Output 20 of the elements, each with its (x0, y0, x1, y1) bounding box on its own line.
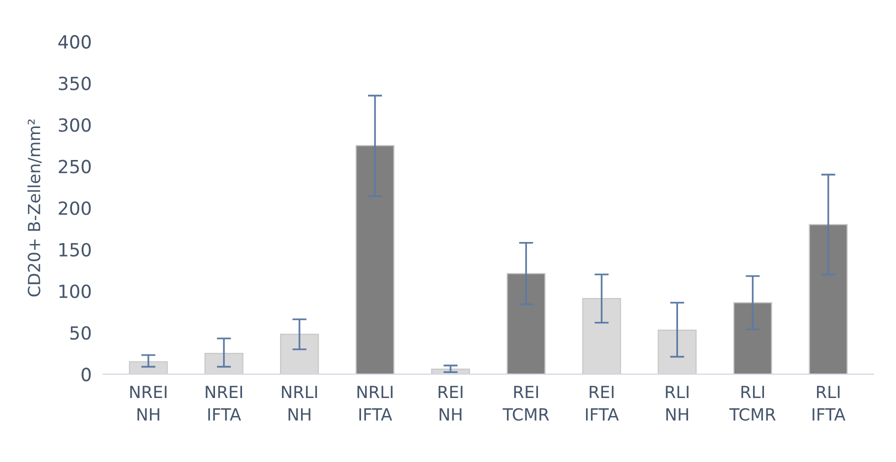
x-tick-label: NREI IFTA (206, 386, 242, 420)
x-tick-label: REI IFTA (586, 386, 619, 420)
y-tick-label: 300 (58, 118, 91, 132)
x-tick-label: REI TCMR (502, 386, 550, 421)
x-tick-label: RLI IFTA (812, 386, 846, 420)
x-tick-label: NREI NH (130, 386, 166, 420)
y-tick-label: 0 (82, 368, 91, 382)
x-tick-label: REI NH (438, 386, 462, 420)
x-tick-label: RLI TCMR (729, 386, 776, 421)
x-tick-label: NRLI NH (282, 386, 317, 420)
y-tick-label: 50 (70, 326, 91, 340)
y-axis-title: CD20+ B-Zellen/mm² (27, 119, 42, 296)
y-tick-label: 100 (59, 284, 91, 298)
y-tick-label: 400 (58, 35, 91, 49)
y-tick-label: 250 (58, 160, 91, 174)
x-tick-label: NRLI IFTA (358, 386, 392, 420)
y-tick-label: 150 (59, 242, 91, 257)
y-tick-label: 350 (58, 76, 91, 90)
x-tick-label: RLI NH (666, 386, 688, 420)
y-tick-label: 200 (58, 201, 91, 216)
